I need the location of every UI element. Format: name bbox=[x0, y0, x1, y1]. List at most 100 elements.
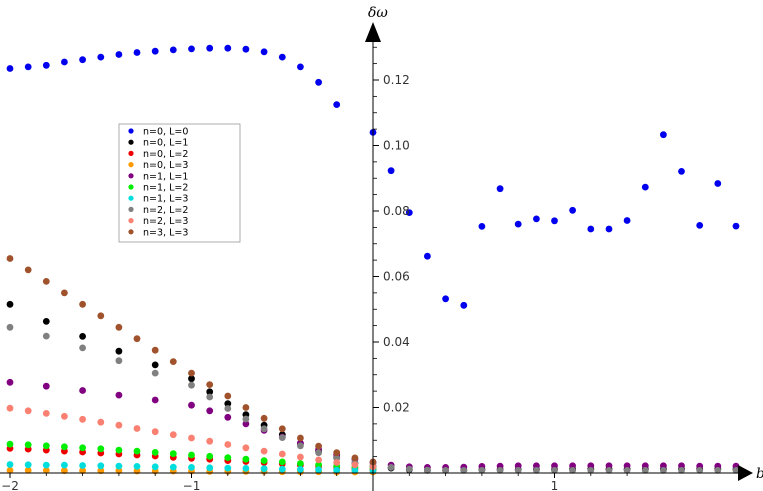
data-point bbox=[224, 392, 232, 400]
legend-label: n=3, L=3 bbox=[143, 227, 188, 238]
data-point bbox=[133, 425, 141, 432]
data-point bbox=[6, 300, 14, 308]
legend-marker bbox=[128, 218, 134, 224]
data-point bbox=[623, 467, 631, 474]
data-point bbox=[623, 217, 631, 224]
data-point bbox=[6, 467, 14, 474]
legend-marker bbox=[128, 162, 134, 168]
data-point bbox=[115, 421, 123, 429]
data-point bbox=[315, 461, 322, 469]
data-point bbox=[260, 465, 268, 473]
data-point bbox=[42, 382, 50, 390]
data-point bbox=[79, 467, 86, 475]
data-point bbox=[278, 434, 286, 441]
data-point bbox=[61, 289, 68, 297]
data-point bbox=[42, 278, 50, 285]
data-point bbox=[333, 466, 341, 474]
data-point bbox=[387, 464, 395, 471]
data-point bbox=[79, 333, 86, 340]
data-point bbox=[242, 444, 250, 452]
data-point bbox=[260, 447, 268, 455]
legend-item: n=0, L=3 bbox=[128, 160, 188, 171]
data-point bbox=[42, 332, 50, 340]
data-point bbox=[42, 461, 50, 469]
data-point bbox=[133, 447, 141, 455]
data-point bbox=[6, 255, 14, 262]
data-point bbox=[151, 396, 159, 404]
legend-item: n=0, L=1 bbox=[128, 138, 188, 149]
data-point bbox=[97, 462, 105, 470]
data-point bbox=[206, 452, 214, 460]
data-point bbox=[42, 61, 50, 69]
data-point bbox=[115, 391, 123, 399]
x-tick-label: −2 bbox=[1, 479, 19, 491]
data-point bbox=[151, 463, 159, 471]
data-point bbox=[6, 323, 14, 331]
data-point bbox=[297, 460, 304, 467]
x-axis-arrowhead bbox=[738, 465, 753, 481]
data-point bbox=[714, 180, 722, 187]
data-point bbox=[206, 407, 214, 415]
data-point bbox=[169, 431, 177, 439]
data-point bbox=[315, 456, 322, 464]
data-point bbox=[351, 454, 359, 462]
data-point bbox=[115, 323, 123, 331]
data-point bbox=[24, 441, 32, 449]
data-point bbox=[151, 449, 159, 456]
x-tick-label: −1 bbox=[183, 479, 201, 491]
data-point bbox=[551, 217, 558, 225]
data-point bbox=[424, 466, 431, 474]
data-point bbox=[732, 222, 740, 230]
data-point bbox=[97, 445, 105, 453]
data-point bbox=[278, 425, 286, 433]
data-point bbox=[315, 78, 322, 86]
legend-label: n=0, L=0 bbox=[143, 127, 188, 138]
series-0 bbox=[6, 44, 740, 309]
data-point bbox=[460, 467, 468, 474]
x-axis-title: b bbox=[756, 466, 763, 482]
data-point bbox=[242, 455, 250, 463]
data-point bbox=[351, 467, 359, 474]
data-point bbox=[405, 209, 413, 217]
data-point bbox=[224, 454, 232, 461]
data-point bbox=[496, 185, 504, 193]
data-point bbox=[169, 358, 177, 365]
legend-marker bbox=[128, 128, 134, 134]
legend: n=0, L=0n=0, L=1n=0, L=2n=0, L=3n=1, L=1… bbox=[118, 123, 241, 243]
data-point bbox=[278, 53, 286, 61]
data-point bbox=[61, 412, 68, 420]
data-point bbox=[533, 215, 540, 223]
data-point bbox=[206, 381, 214, 388]
legend-entries: n=0, L=0n=0, L=1n=0, L=2n=0, L=3n=1, L=1… bbox=[128, 127, 188, 238]
data-point bbox=[151, 428, 159, 436]
legend-label: n=1, L=1 bbox=[143, 171, 188, 182]
data-point bbox=[551, 467, 558, 474]
data-point bbox=[641, 467, 649, 474]
data-point bbox=[333, 101, 341, 108]
y-tick-label: 0.12 bbox=[383, 73, 410, 87]
data-point bbox=[351, 461, 359, 469]
data-point bbox=[79, 444, 86, 452]
data-point bbox=[97, 53, 105, 61]
data-point bbox=[115, 357, 123, 365]
data-point bbox=[605, 467, 613, 474]
data-point bbox=[478, 223, 486, 230]
data-point bbox=[224, 413, 232, 421]
data-point bbox=[61, 58, 68, 66]
legend-marker bbox=[128, 139, 134, 145]
legend-label: n=1, L=2 bbox=[143, 183, 188, 194]
data-point bbox=[115, 51, 123, 58]
data-point bbox=[133, 49, 141, 56]
legend-label: n=0, L=3 bbox=[143, 160, 188, 171]
data-point bbox=[587, 467, 595, 474]
data-point bbox=[97, 418, 105, 426]
data-point bbox=[587, 225, 595, 233]
data-point bbox=[315, 449, 322, 457]
legend-item: n=0, L=0 bbox=[128, 127, 188, 138]
data-point bbox=[133, 335, 141, 343]
series-6 bbox=[6, 461, 377, 475]
data-point bbox=[6, 404, 14, 412]
data-point bbox=[206, 464, 214, 472]
data-point bbox=[151, 369, 159, 377]
